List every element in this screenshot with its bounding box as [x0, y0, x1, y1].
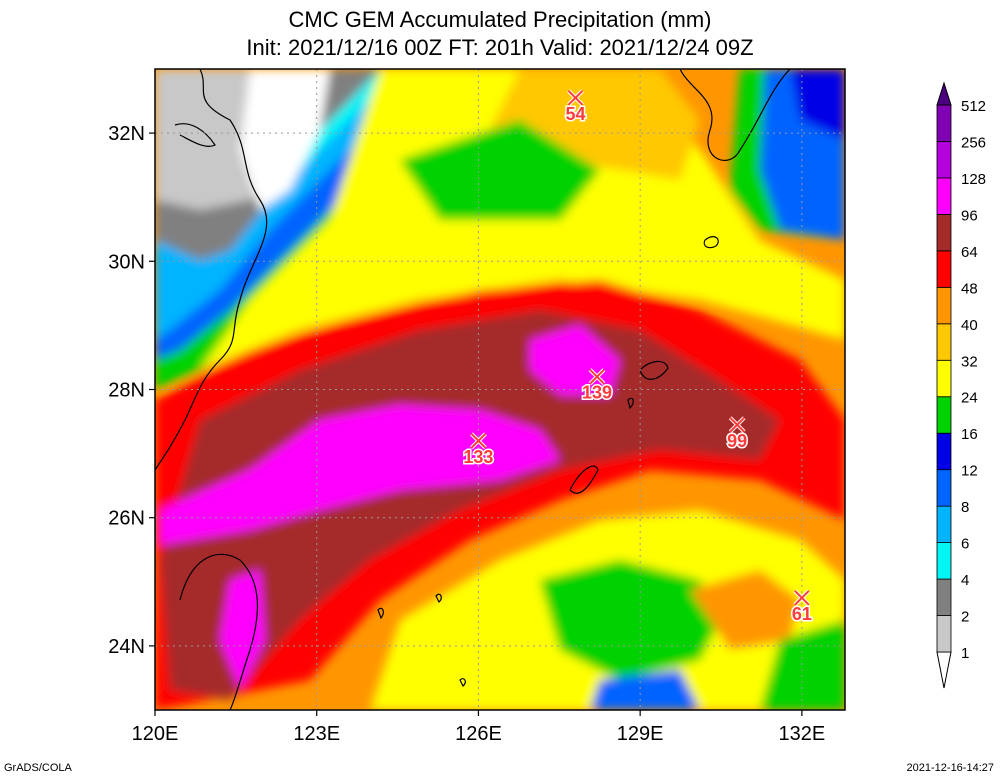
legend-swatch: [936, 141, 952, 179]
legend-swatch: [936, 323, 952, 361]
map-subtitle: Init: 2021/12/16 00Z FT: 201h Valid: 202…: [246, 35, 754, 60]
legend-level-label: 1: [961, 645, 969, 662]
y-tick-label: 24N: [108, 636, 145, 658]
legend-level-label: 64: [961, 244, 978, 261]
legend-swatch: [936, 359, 952, 398]
map-title: CMC GEM Accumulated Precipitation (mm): [288, 7, 712, 32]
precipitation-field: [155, 69, 845, 710]
marker-cross-icon: [567, 90, 584, 106]
footer-timestamp: 2021-12-16-14:27: [906, 762, 994, 774]
legend-level-label: 8: [961, 499, 969, 516]
maximum-marker: 99: [726, 416, 749, 452]
legend-swatch: [936, 615, 952, 653]
legend-level-label: 256: [961, 134, 986, 151]
x-tick-label: 120E: [132, 723, 179, 745]
x-tick-label: 129E: [617, 723, 664, 745]
marker-cross-icon: [470, 433, 487, 449]
maximum-marker: 133: [462, 432, 495, 468]
legend-level-label: 32: [961, 353, 978, 370]
x-tick-label: 132E: [779, 723, 826, 745]
maximum-marker: 54: [564, 89, 587, 125]
legend-level-label: 6: [961, 536, 969, 553]
maximum-value-label: 133: [463, 447, 493, 467]
maximum-value-label: 99: [727, 431, 747, 451]
legend-swatch: [936, 396, 952, 434]
maxima-markers: 54 139 133 99 61: [462, 89, 813, 625]
legend-level-label: 512: [961, 98, 986, 115]
legend-level-label: 16: [961, 426, 978, 443]
y-tick-label: 28N: [108, 380, 145, 402]
legend-level-label: 24: [961, 390, 978, 407]
graticule: [155, 69, 845, 710]
marker-cross-icon: [589, 368, 605, 385]
footer-credit: GrADS/COLA: [4, 762, 72, 774]
x-tick-label: 126E: [455, 723, 502, 745]
legend-level-label: 40: [961, 317, 978, 334]
maximum-value-label: 54: [565, 104, 585, 124]
legend-swatch: [936, 542, 952, 580]
maximum-marker: 139: [581, 368, 614, 404]
legend-swatch: [936, 104, 952, 142]
legend-under-triangle: [936, 651, 952, 689]
y-tick-label: 26N: [108, 508, 145, 530]
y-tick-label: 30N: [108, 251, 145, 273]
legend-level-label: 4: [961, 572, 969, 589]
legend-swatch: [936, 213, 952, 252]
y-axis: 24N 26N 28N 30N 32N: [108, 123, 155, 658]
legend-level-label: 12: [961, 463, 978, 480]
legend-swatch: [936, 432, 952, 471]
coastlines: [155, 69, 791, 710]
legend-level-label: 2: [961, 609, 969, 626]
legend-swatch: [936, 250, 952, 288]
legend-level-label: 96: [961, 207, 978, 224]
maximum-value-label: 61: [792, 604, 812, 624]
maximum-value-label: 139: [582, 383, 612, 403]
marker-cross-icon: [794, 590, 810, 606]
legend-swatch: [936, 578, 952, 616]
legend-swatch: [936, 469, 952, 507]
legend-level-label: 48: [961, 280, 978, 297]
legend-swatch: [936, 505, 952, 543]
legend-over-triangle: [936, 81, 952, 106]
x-tick-label: 123E: [293, 723, 340, 745]
y-tick-label: 32N: [108, 123, 145, 145]
legend-swatch: [936, 177, 952, 215]
legend-swatch: [936, 286, 952, 325]
x-axis: 120E 123E 126E 129E 132E: [132, 710, 826, 745]
maximum-marker: 61: [790, 589, 813, 625]
marker-cross-icon: [729, 417, 745, 433]
legend-level-label: 128: [961, 171, 986, 188]
